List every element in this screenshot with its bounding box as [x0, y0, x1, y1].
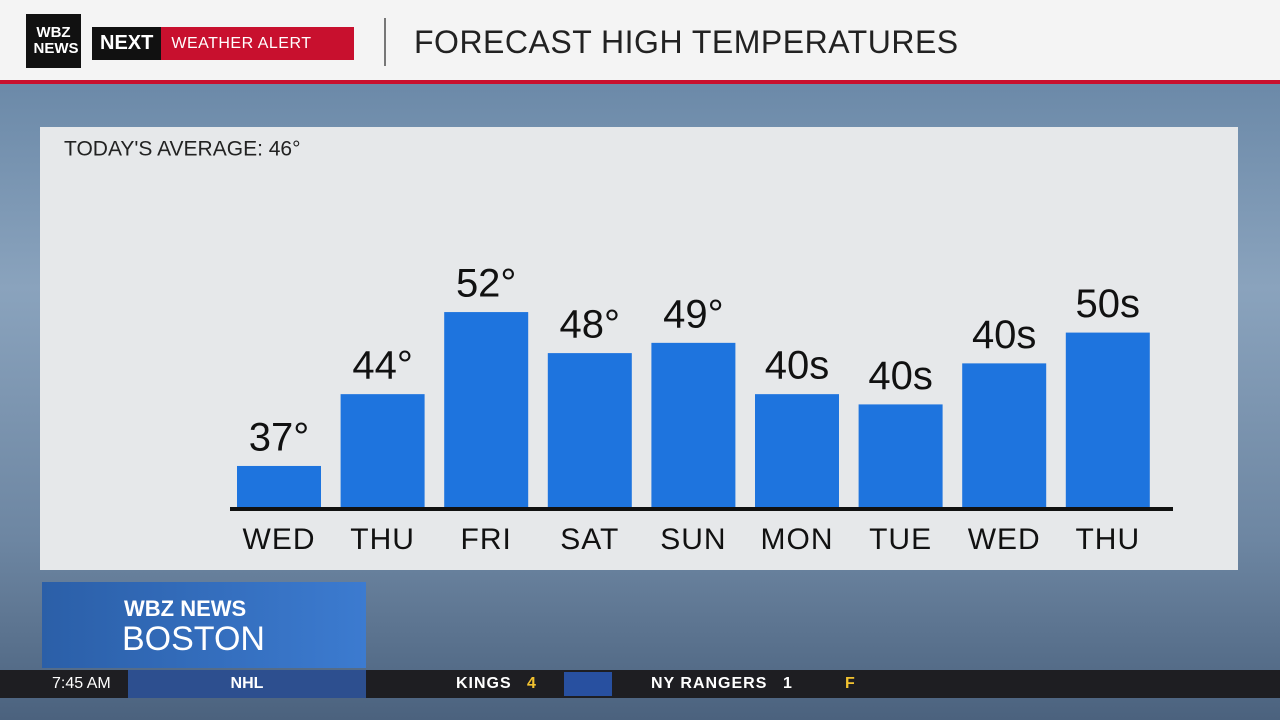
ticker-status: F — [845, 675, 855, 692]
x-tick-label: THU — [1075, 523, 1140, 556]
x-tick-label: SAT — [560, 523, 619, 556]
value-label: 44° — [352, 344, 413, 388]
ticker-team2: NY RANGERS — [651, 675, 768, 692]
ticker-time: 7:45 AM — [52, 675, 111, 692]
ticker-score1: 4 — [527, 675, 536, 692]
value-label: 40s — [868, 354, 933, 398]
logo: WBZ NEWS — [26, 14, 81, 68]
alert-text: WEATHER ALERT — [171, 34, 312, 52]
bar — [340, 394, 425, 507]
ticker: 7:45 AM NHL KINGS 4 NY RANGERS 1 F — [0, 670, 1280, 698]
value-label: 49° — [663, 292, 724, 336]
value-label: 40s — [972, 313, 1037, 357]
x-tick-label: MON — [761, 523, 834, 556]
ticker-league: NHL — [128, 670, 366, 698]
x-tick-label: SUN — [660, 523, 726, 556]
divider — [384, 18, 386, 66]
station-city: BOSTON — [122, 620, 265, 658]
value-label: 50s — [1076, 282, 1141, 326]
team-logo — [564, 672, 612, 696]
x-tick-label: WED — [968, 523, 1041, 556]
bar — [962, 363, 1047, 507]
station-box: WBZ NEWS BOSTON — [42, 582, 366, 668]
ticker-score2: 1 — [783, 675, 792, 692]
brand: NEXT — [92, 27, 162, 60]
value-label: 37° — [249, 416, 310, 460]
header-title: FORECAST HIGH TEMPERATURES — [414, 24, 959, 60]
bar — [444, 312, 529, 507]
bar — [237, 465, 321, 507]
station-network: WBZ NEWS — [124, 596, 247, 621]
x-tick-label: TUE — [869, 523, 932, 556]
value-label: 52° — [456, 262, 517, 306]
value-label: 40s — [765, 344, 830, 388]
bar — [651, 342, 736, 507]
value-label: 48° — [560, 303, 621, 347]
bar — [1065, 332, 1150, 507]
bar — [547, 353, 632, 507]
x-tick-label: WED — [243, 523, 316, 556]
bar — [858, 404, 943, 507]
ticker-team1: KINGS — [456, 675, 512, 692]
logo-text: WBZ NEWS — [33, 24, 79, 57]
alert-badge: NEXT WEATHER ALERT — [92, 27, 354, 60]
bar — [755, 394, 839, 507]
x-tick-label: THU — [350, 523, 415, 556]
chart-subtitle: TODAY'S AVERAGE: 46° — [64, 138, 301, 161]
x-tick-label: FRI — [461, 523, 512, 556]
